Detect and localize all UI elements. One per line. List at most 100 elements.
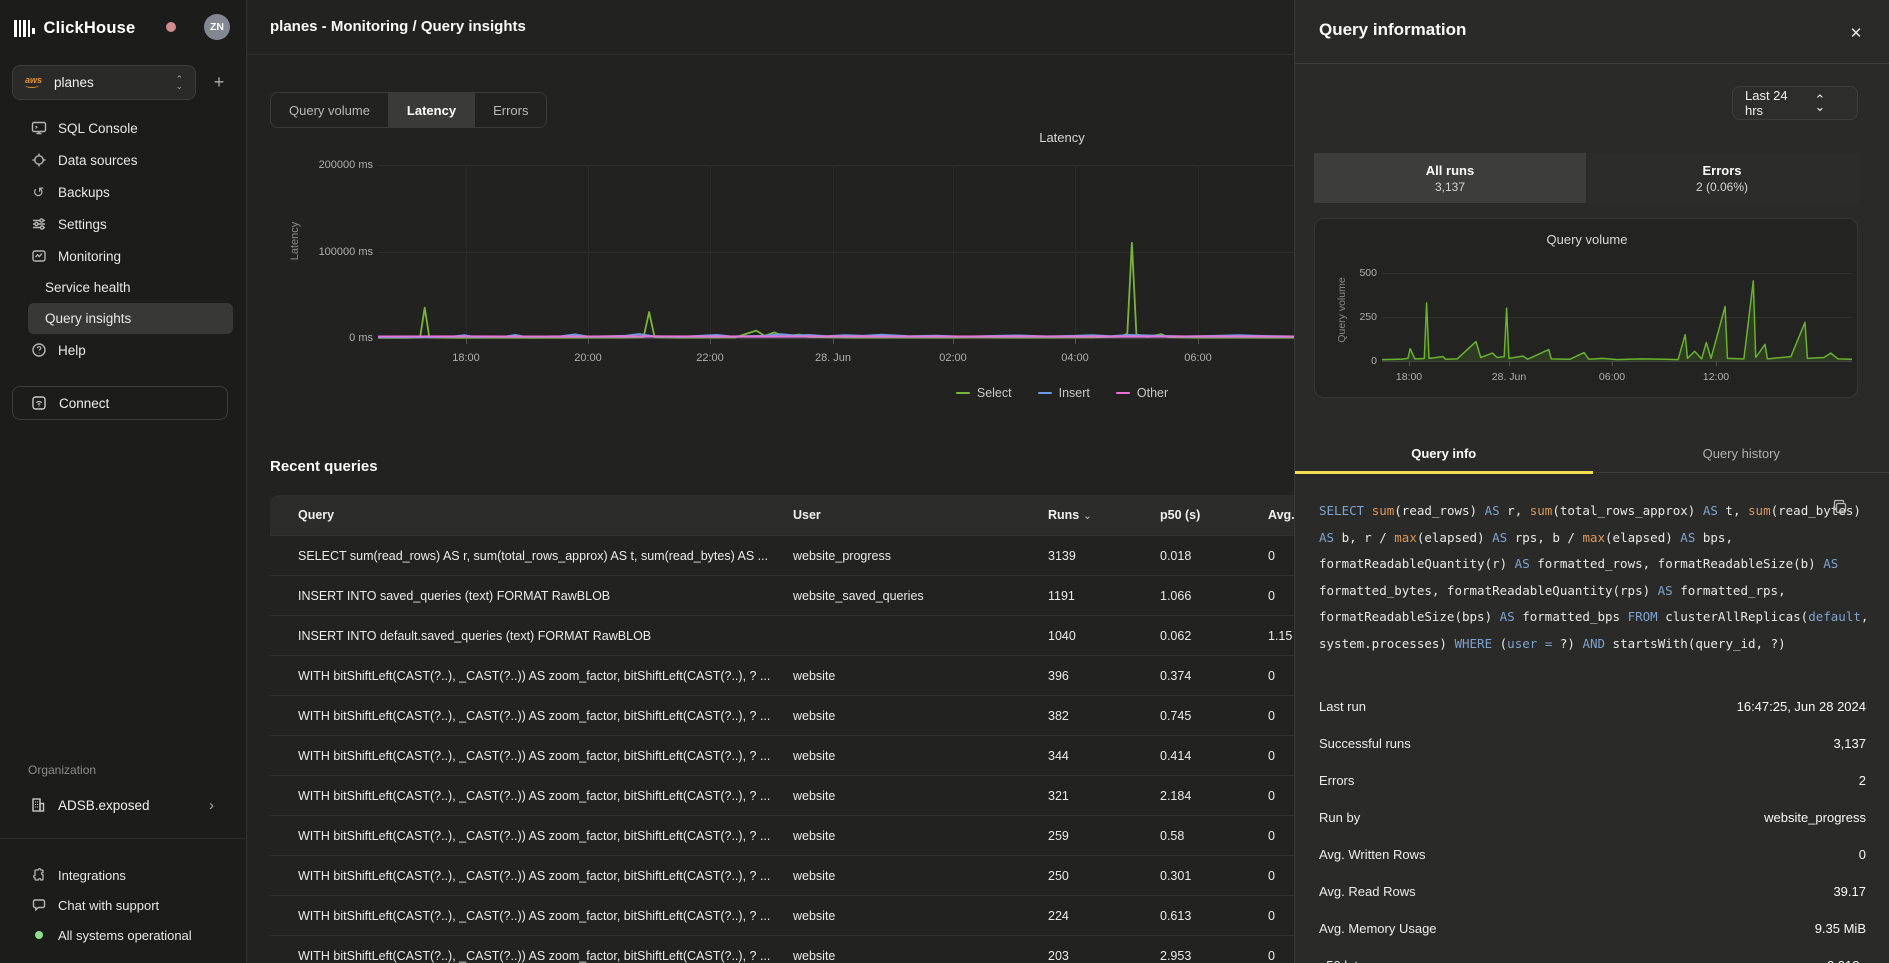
sidebar-item-label: Service health [45,280,131,295]
sidebar-item-label: Help [58,343,86,358]
table-row[interactable]: WITH bitShiftLeft(CAST(?..), _CAST(?..))… [270,855,1294,895]
column-header-query[interactable]: Query [270,508,793,522]
query-stats: Last run 16:47:25, Jun 28 2024 Successfu… [1319,688,1866,963]
cell-user: website_progress [793,549,1048,563]
tab-latency[interactable]: Latency [388,93,474,127]
tab-query-info[interactable]: Query info [1295,435,1593,472]
tab-query-volume[interactable]: Query volume [271,93,388,127]
y-tick-label: 200000 ms [283,159,373,171]
cell-runs: 3139 [1048,549,1160,563]
stat-value: 3,137 [1833,736,1866,751]
cell-query: INSERT INTO default.saved_queries (text)… [270,629,793,643]
chevron-updown-icon: ⌃⌄ [175,76,183,90]
column-header-p50[interactable]: p50 (s) [1160,508,1268,522]
table-row[interactable]: WITH bitShiftLeft(CAST(?..), _CAST(?..))… [270,935,1294,963]
puzzle-icon [30,867,47,884]
cell-user: website [793,869,1048,883]
cell-avg: 0 [1268,829,1294,843]
stat-row-avg-memory-usage: Avg. Memory Usage 9.35 MiB [1319,910,1866,947]
column-header-avg[interactable]: Avg. [1268,508,1294,522]
table-row[interactable]: WITH bitShiftLeft(CAST(?..), _CAST(?..))… [270,815,1294,855]
x-tick [953,339,954,344]
cell-query: WITH bitShiftLeft(CAST(?..), _CAST(?..))… [270,709,793,723]
chevron-right-icon: › [209,797,214,814]
table-row[interactable]: WITH bitShiftLeft(CAST(?..), _CAST(?..))… [270,735,1294,775]
sidebar-item-backups[interactable]: ↺ Backups [0,176,247,208]
service-selector[interactable]: aws planes ⌃⌄ [12,65,196,100]
copy-icon[interactable] [1831,498,1851,518]
cell-query: SELECT sum(read_rows) AS r, sum(total_ro… [270,549,793,563]
add-service-button[interactable]: + [206,68,232,96]
connect-label: Connect [59,396,109,411]
stat-value: 9.35 MiB [1815,921,1866,936]
sidebar-item-integrations[interactable]: Integrations [0,860,247,890]
main-header: planes - Monitoring / Query insights [247,0,1294,55]
cell-p50: 2.953 [1160,949,1268,963]
table-row[interactable]: INSERT INTO default.saved_queries (text)… [270,615,1294,655]
legend-item-other[interactable]: Other [1116,386,1168,400]
runs-errors-tabs: All runs 3,137 Errors 2 (0.06%) [1314,153,1858,203]
tab-errors[interactable]: Errors [474,93,546,127]
connect-button[interactable]: Connect [12,386,228,420]
sidebar-item-label: SQL Console [58,121,138,136]
sidebar-divider [0,838,247,839]
sidebar-item-settings[interactable]: Settings [0,208,247,240]
organization-row[interactable]: ADSB.exposed › [12,789,228,821]
cell-p50: 0.374 [1160,669,1268,683]
cell-runs: 259 [1048,829,1160,843]
sidebar-item-data-sources[interactable]: Data sources [0,144,247,176]
column-header-user[interactable]: User [793,508,1048,522]
service-name: planes [54,75,175,90]
cell-p50: 2.184 [1160,789,1268,803]
cell-user: website [793,709,1048,723]
stat-value: 39.17 [1833,884,1866,899]
sidebar-item-query-insights[interactable]: Query insights [28,303,233,334]
sidebar-item-label: Data sources [58,153,138,168]
tab-all-runs[interactable]: All runs 3,137 [1314,153,1586,203]
legend-label: Select [977,386,1012,400]
aws-icon: aws [25,75,42,88]
cell-user: website_saved_queries [793,589,1048,603]
table-row[interactable]: WITH bitShiftLeft(CAST(?..), _CAST(?..))… [270,775,1294,815]
stat-value: 0.018s [1827,958,1866,963]
x-tick-label: 28. Jun [1481,371,1537,383]
cell-query: WITH bitShiftLeft(CAST(?..), _CAST(?..))… [270,949,793,963]
footer-item-label: All systems operational [58,928,192,943]
sidebar-item-monitoring[interactable]: Monitoring [0,240,247,272]
sidebar-item-system-status[interactable]: All systems operational [0,920,247,950]
x-tick-label: 22:00 [680,352,740,364]
sidebar-item-chat-support[interactable]: Chat with support [0,890,247,920]
x-tick [1409,362,1410,366]
segment-value: 2 (0.06%) [1696,180,1748,194]
column-header-runs[interactable]: Runs⌄ [1048,508,1160,522]
operational-status-icon [30,927,47,944]
sidebar-item-service-health[interactable]: Service health [0,272,247,303]
sidebar-item-help[interactable]: Help [0,334,247,366]
table-row[interactable]: WITH bitShiftLeft(CAST(?..), _CAST(?..))… [270,695,1294,735]
legend-item-insert[interactable]: Insert [1038,386,1090,400]
avatar[interactable]: ZN [204,14,230,40]
tab-errors-panel[interactable]: Errors 2 (0.06%) [1586,153,1858,203]
organization-section-label: Organization [28,763,96,777]
legend-item-select[interactable]: Select [956,386,1012,400]
time-range-select[interactable]: Last 24 hrs ⌃⌄ [1732,86,1858,120]
building-icon [30,797,47,814]
cell-runs: 1191 [1048,589,1160,603]
cell-p50: 0.414 [1160,749,1268,763]
table-row[interactable]: WITH bitShiftLeft(CAST(?..), _CAST(?..))… [270,655,1294,695]
close-icon[interactable]: ✕ [1843,20,1869,46]
x-tick-label: 18:00 [1381,371,1437,383]
table-row[interactable]: INSERT INTO saved_queries (text) FORMAT … [270,575,1294,615]
sidebar-item-sql-console[interactable]: SQL Console [0,112,247,144]
table-row[interactable]: WITH bitShiftLeft(CAST(?..), _CAST(?..))… [270,895,1294,935]
stat-value: website_progress [1764,810,1866,825]
cell-avg: 0 [1268,869,1294,883]
x-tick [833,339,834,344]
query-volume-plot [1382,273,1852,361]
cell-user: website [793,909,1048,923]
segment-label: All runs [1426,163,1474,178]
tab-query-history[interactable]: Query history [1593,435,1889,472]
cell-runs: 382 [1048,709,1160,723]
clickhouse-logo-icon [14,20,35,37]
table-row[interactable]: SELECT sum(read_rows) AS r, sum(total_ro… [270,535,1294,575]
